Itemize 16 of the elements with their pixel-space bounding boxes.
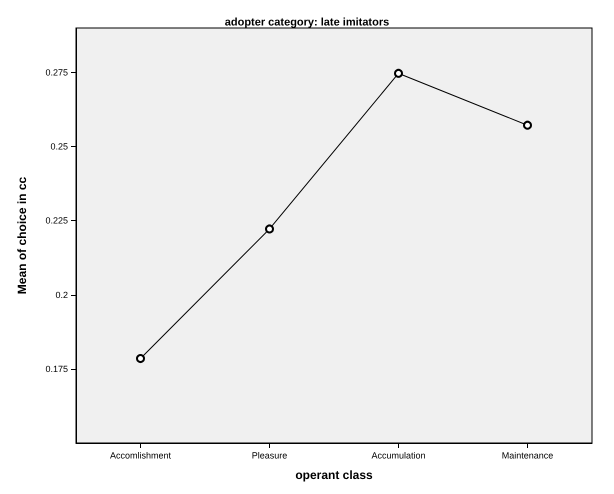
y-tick-label: 0.225 (45, 216, 68, 226)
point (394, 68, 403, 78)
x-tick-label: Pleasure (252, 450, 288, 460)
y-tick-label: 0.25 (50, 142, 68, 152)
y-tick-label: 0.2 (55, 290, 68, 300)
x-tick-label: Maintenance (502, 450, 554, 460)
y-tick-label: 0.175 (45, 364, 68, 374)
point (523, 120, 532, 130)
x-tick-label: Accomlishment (110, 450, 172, 460)
y-tick-label: 0.275 (45, 67, 68, 78)
x-tick-label: Accumulation (371, 450, 426, 460)
point (136, 354, 145, 364)
chart-title: adopter category: late imitators (224, 16, 390, 28)
point (265, 224, 274, 234)
x-axis-title: operant class (295, 468, 374, 482)
y-axis-title: Mean of choice in cc (15, 176, 29, 294)
